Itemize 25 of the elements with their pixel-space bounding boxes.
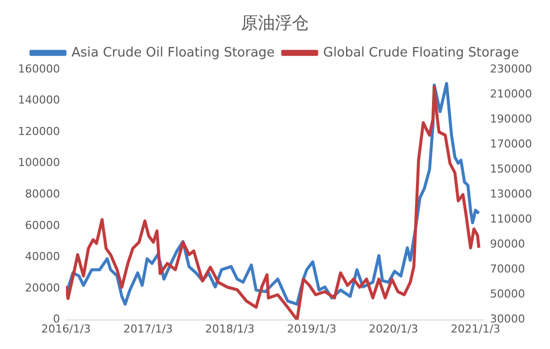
x-tick-label: 2020/1/3 [368, 322, 418, 336]
y2-tick-label: 50000 [490, 288, 526, 301]
y-tick-label: 160000 [18, 62, 60, 76]
y2-tick-label: 110000 [490, 212, 532, 226]
legend-label: Asia Crude Oil Floating Storage [71, 45, 275, 60]
y-tick-label: 80000 [24, 187, 60, 200]
y2-tick-label: 230000 [490, 62, 532, 76]
y-tick-label: 60000 [24, 218, 60, 232]
y-tick-label: 20000 [24, 281, 60, 294]
y2-tick-label: 70000 [490, 262, 526, 276]
y2-tick-label: 210000 [490, 87, 532, 100]
legend-label: Global Crude Floating Storage [323, 45, 520, 60]
y2-tick-label: 170000 [490, 137, 532, 150]
y-tick-label: 100000 [18, 156, 60, 170]
chart-title: 原油浮仓 [241, 14, 309, 34]
x-tick-label: 2017/1/3 [123, 322, 173, 336]
y-tick-label: 120000 [18, 124, 60, 138]
y2-tick-label: 150000 [490, 162, 532, 176]
y-tick-label: 140000 [18, 94, 60, 107]
x-tick-label: 2019/1/3 [286, 322, 336, 336]
x-tick-label: 2018/1/3 [205, 322, 255, 336]
y-tick-label: 40000 [24, 250, 60, 264]
y2-tick-label: 130000 [490, 187, 532, 200]
y2-tick-label: 190000 [490, 112, 532, 126]
y2-tick-label: 90000 [490, 238, 526, 251]
